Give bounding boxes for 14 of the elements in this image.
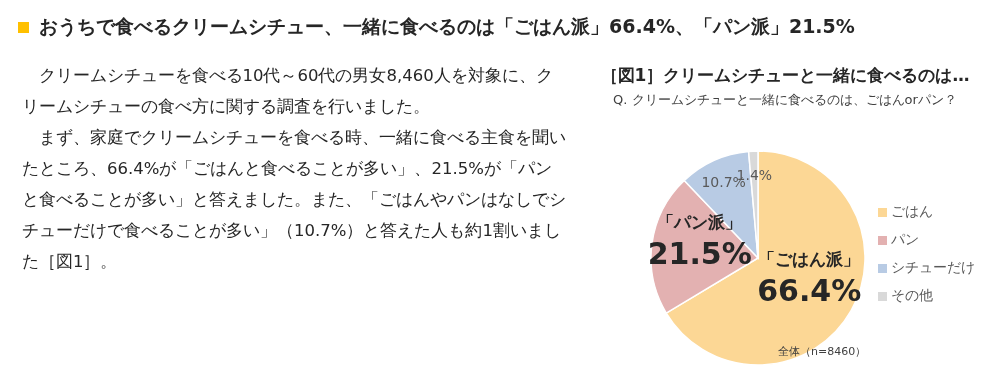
data-label: 66.4% [757, 273, 862, 308]
text: おうちで食べるクリームシチュー、一緒に食べるのは「ごはん派」66.4%、「パン派」21.5% [39, 14, 855, 39]
text: まず、家庭でクリームシチューを食べる時、一緒に食べる主食を聞いたところ、66.4%が「ごはんと食べることが多い」、21.5%が「パンと食べることが多い」と答えました。また、「ごはんやパンはなしでシチューだけで食べることが多い」（10.7%）と答えた人も約1割いました［図1］。 [22, 127, 567, 273]
text: 「ごはん派」 [758, 249, 861, 269]
legend-label: ごはん [891, 203, 933, 219]
text: 「パン派」 [657, 212, 743, 233]
text: クリームシチューを食べる10代～60代の男女8,460人を対象に、クリームシチューの食べ方に関する調査を行いました。 [22, 65, 554, 118]
data-label: 21.5% [647, 236, 752, 272]
text: 全体（n=8460） [778, 344, 867, 359]
text: Q. クリームシチューと一緒に食べるのは、ごはんorパン？ [612, 91, 958, 109]
legend-label: パン [891, 231, 919, 247]
chart-subtitle: ［図1］クリームシチューと一緒に食べるのは… [599, 64, 971, 87]
legend-label: その他 [891, 287, 933, 303]
legend-label: シチューだけ [891, 259, 975, 275]
